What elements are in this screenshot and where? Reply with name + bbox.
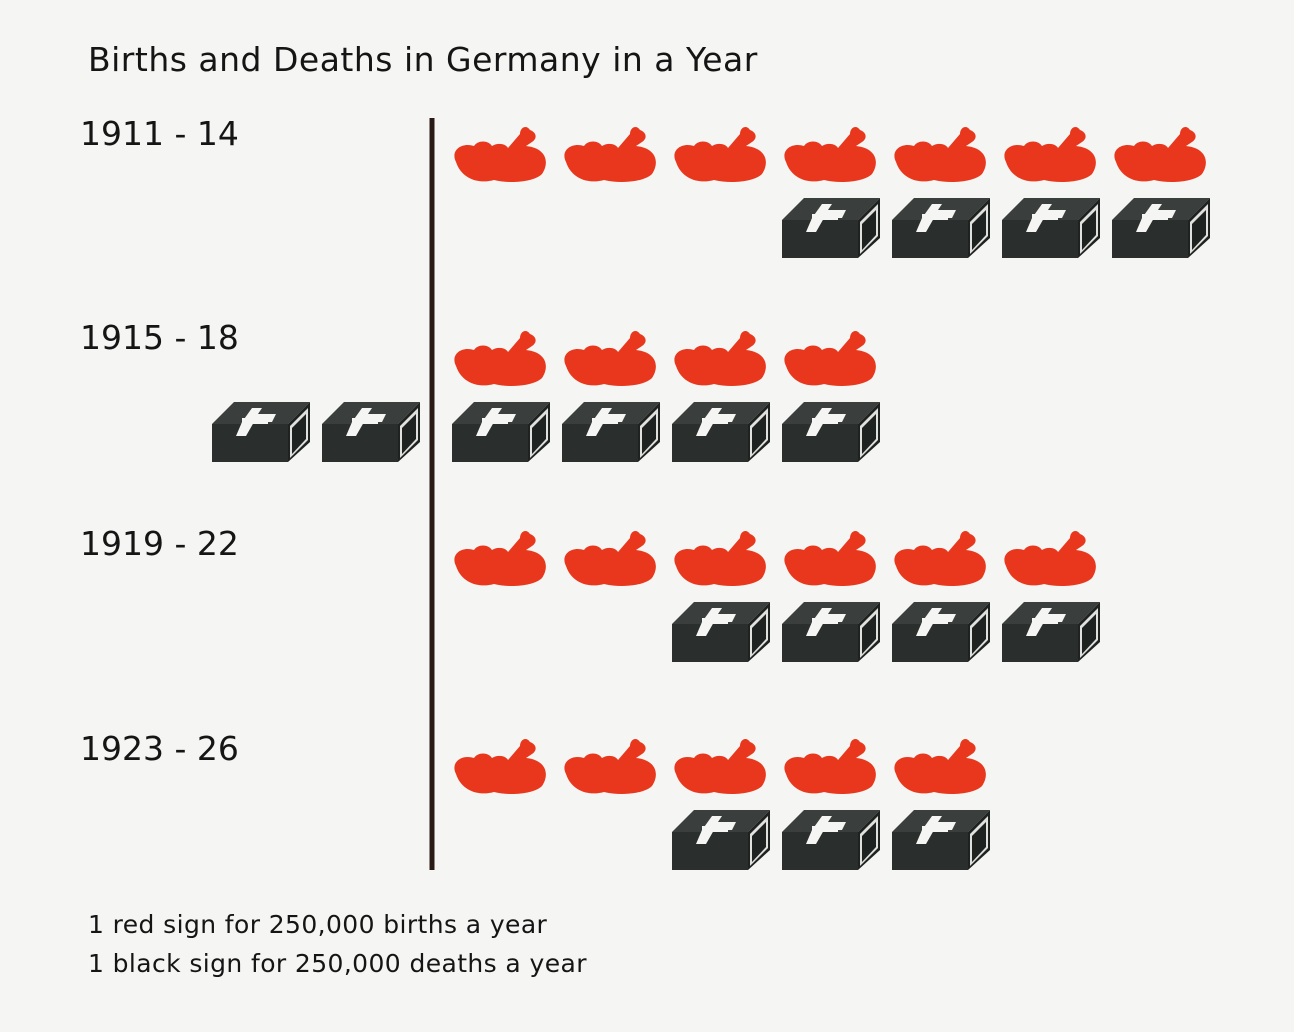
birth-sign (1004, 531, 1096, 586)
death-sign (782, 402, 880, 462)
death-sign (782, 810, 880, 870)
birth-sign (454, 739, 546, 794)
birth-sign (894, 739, 986, 794)
birth-sign (784, 739, 876, 794)
birth-sign (784, 531, 876, 586)
death-sign (1112, 198, 1210, 258)
birth-sign (894, 531, 986, 586)
death-sign (212, 402, 310, 462)
birth-sign (784, 331, 876, 386)
birth-sign (454, 127, 546, 182)
birth-sign (454, 531, 546, 586)
death-sign (892, 198, 990, 258)
birth-sign (674, 331, 766, 386)
birth-sign (674, 739, 766, 794)
death-sign (672, 810, 770, 870)
death-sign (452, 402, 550, 462)
death-sign (562, 402, 660, 462)
death-sign (1002, 198, 1100, 258)
death-sign (1002, 602, 1100, 662)
period-label: 1923 - 26 (80, 729, 239, 768)
death-sign (782, 198, 880, 258)
chart-title: Births and Deaths in Germany in a Year (88, 40, 758, 79)
death-sign (782, 602, 880, 662)
birth-sign (564, 739, 656, 794)
legend-deaths: 1 black sign for 250,000 deaths a year (88, 949, 587, 978)
birth-sign (1004, 127, 1096, 182)
birth-sign (1114, 127, 1206, 182)
death-sign (892, 602, 990, 662)
birth-sign (564, 127, 656, 182)
death-sign (672, 602, 770, 662)
death-sign (892, 810, 990, 870)
birth-sign (894, 127, 986, 182)
legend-births: 1 red sign for 250,000 births a year (88, 910, 548, 939)
birth-sign (564, 331, 656, 386)
death-sign (322, 402, 420, 462)
birth-sign (674, 127, 766, 182)
birth-sign (674, 531, 766, 586)
legend: 1 red sign for 250,000 births a year 1 b… (88, 905, 587, 983)
death-sign (672, 402, 770, 462)
birth-sign (564, 531, 656, 586)
period-label: 1915 - 18 (80, 318, 239, 357)
period-label: 1919 - 22 (80, 524, 239, 563)
birth-sign (454, 331, 546, 386)
period-label: 1911 - 14 (80, 114, 239, 153)
birth-sign (784, 127, 876, 182)
